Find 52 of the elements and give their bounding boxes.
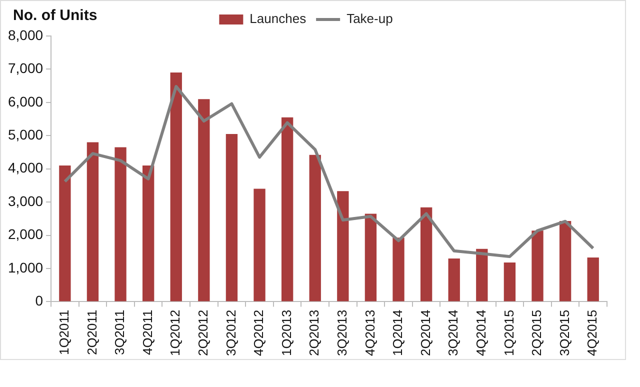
y-tick-label: 5,000 xyxy=(8,126,44,143)
x-tick-label: 2Q2013 xyxy=(306,310,322,356)
x-tick-label: 1Q2013 xyxy=(278,310,294,356)
y-tick-label: 0 xyxy=(35,292,44,309)
bar xyxy=(170,72,182,302)
x-tick-label: 3Q2014 xyxy=(446,310,461,356)
x-tick-label: 2Q2011 xyxy=(84,310,100,356)
y-tick-label: 6,000 xyxy=(8,93,44,110)
y-tick-label: 1,000 xyxy=(8,259,44,276)
x-tick-label: 4Q2015 xyxy=(584,310,600,356)
bar xyxy=(420,207,432,302)
bar xyxy=(198,99,210,302)
bar xyxy=(59,166,71,302)
bar xyxy=(392,238,404,302)
x-tick-label: 1Q2015 xyxy=(501,310,516,356)
legend-label: Launches xyxy=(250,11,307,26)
bar xyxy=(86,142,99,302)
y-tick-label: 8,000 xyxy=(8,26,44,43)
x-tick-label: 4Q2013 xyxy=(362,310,378,356)
x-tick-label: 2Q2015 xyxy=(529,310,544,356)
bar xyxy=(114,147,126,302)
y-tick-label: 2,000 xyxy=(8,226,44,242)
x-tick-label: 1Q2012 xyxy=(168,310,183,356)
x-tick-label: 2Q2012 xyxy=(196,310,211,356)
legend-label: Take-up xyxy=(346,11,393,26)
x-tick-label: 3Q2015 xyxy=(556,310,572,356)
y-tick-label: 3,000 xyxy=(8,192,44,209)
bar xyxy=(504,262,516,302)
y-tick-label: 4,000 xyxy=(8,160,44,176)
bar xyxy=(281,117,294,302)
bar xyxy=(476,248,488,302)
bar xyxy=(559,221,572,302)
x-tick-label: 3Q2012 xyxy=(223,310,238,356)
bar xyxy=(532,230,544,302)
bar xyxy=(142,166,154,302)
x-tick-label: 3Q2011 xyxy=(112,310,128,356)
x-tick-label: 4Q2011 xyxy=(140,310,155,356)
bar xyxy=(448,258,460,302)
x-tick-label: 2Q2014 xyxy=(418,310,433,356)
bar xyxy=(226,134,238,302)
bar xyxy=(254,188,266,302)
y-tick-label: 7,000 xyxy=(8,60,44,76)
bar xyxy=(337,191,349,302)
x-tick-label: 1Q2014 xyxy=(390,310,406,356)
x-tick-label: 1Q2011 xyxy=(56,310,72,356)
x-tick-label: 4Q2014 xyxy=(473,310,488,356)
bar xyxy=(309,154,321,302)
x-tick-label: 4Q2012 xyxy=(251,310,266,356)
bar xyxy=(364,214,377,302)
bar xyxy=(587,258,599,302)
y-axis-title: No. of Units xyxy=(13,7,98,24)
x-tick-label: 3Q2013 xyxy=(334,310,350,356)
